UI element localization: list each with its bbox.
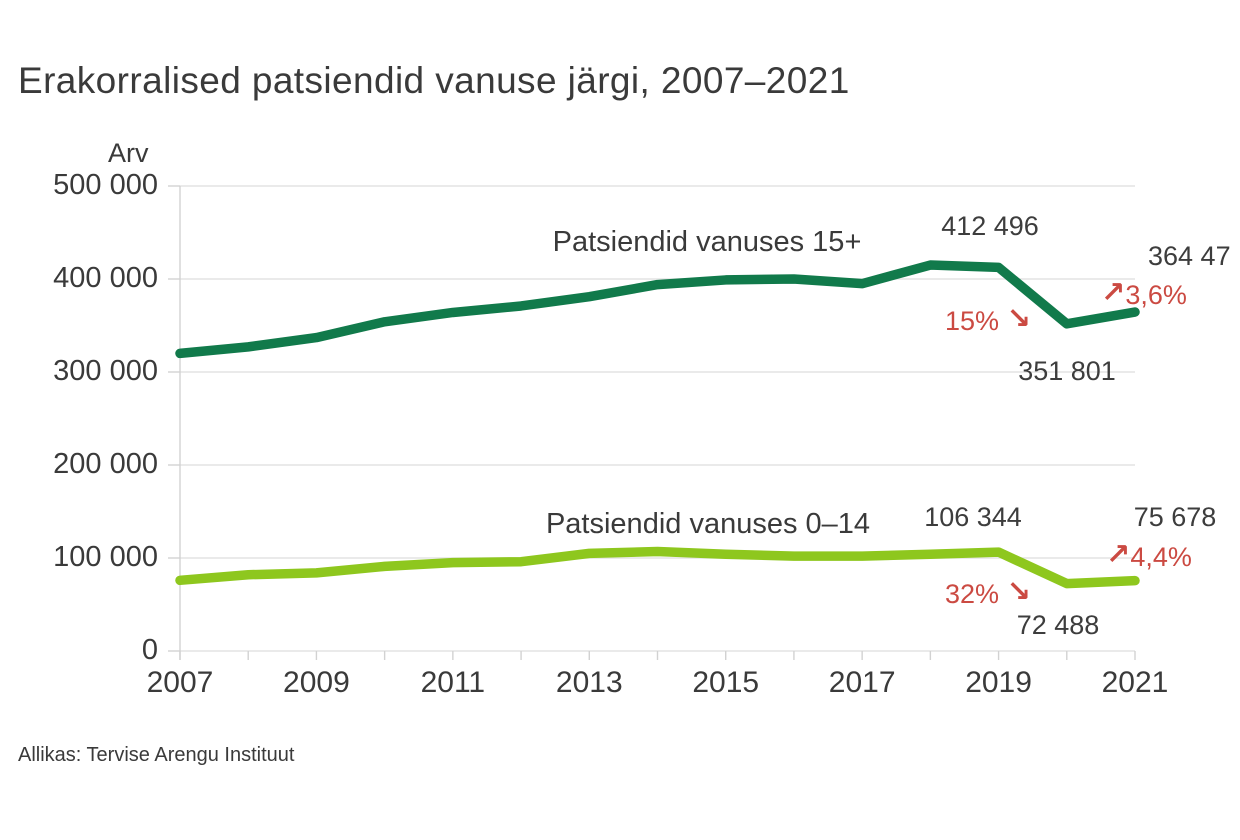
x-axis-tick-label: 2019: [965, 666, 1032, 699]
source-attribution: Allikas: Tervise Arengu Instituut: [18, 744, 295, 766]
value-label-peak-0-14: 106 344: [924, 502, 1022, 532]
y-axis-tick-label: 0: [141, 634, 158, 666]
value-label-2020-0-14: 72 488: [1016, 610, 1100, 640]
value-label-2021-0-14: 75 678: [1133, 502, 1217, 532]
annotation-drop-15plus: 15% ↘: [945, 301, 1031, 337]
value-label-peak-15plus: 412 496: [941, 211, 1039, 241]
x-axis-tick-label: 2007: [146, 666, 214, 699]
arrow-up-icon: ↗: [1106, 537, 1131, 571]
series-label-0-14: Patsiendid vanuses 0–14: [545, 508, 871, 540]
annotation-rise-15plus: ↗3,6%: [1101, 275, 1187, 311]
arrow-down-icon: ↘: [1006, 574, 1031, 608]
value-label-2020-15plus: 351 801: [1018, 356, 1116, 386]
annotation-drop-0-14: 32% ↘: [945, 574, 1031, 610]
x-axis-tick-label: 2009: [283, 666, 350, 699]
x-axis-tick-label: 2013: [555, 666, 623, 699]
y-axis-tick-label: 100 000: [53, 541, 158, 573]
y-axis-tick-label: 200 000: [53, 448, 158, 480]
value-label-2021-15plus: 364 47: [1148, 241, 1231, 271]
y-axis-title: Arv: [108, 138, 149, 168]
y-axis-tick-label: 300 000: [53, 355, 158, 387]
chart-title: Erakorralised patsiendid vanuse järgi, 2…: [18, 60, 850, 101]
series-label-15plus: Patsiendid vanuses 15+: [552, 226, 862, 258]
drop-percent-label: 32%: [945, 579, 1000, 609]
x-axis-tick-label: 2011: [420, 666, 486, 699]
y-axis-tick-label: 500 000: [53, 169, 158, 201]
y-axis-tick-label: 400 000: [53, 262, 158, 294]
x-axis-tick-label: 2015: [692, 666, 760, 699]
rise-percent-label: 4,4%: [1130, 542, 1192, 572]
annotation-rise-0-14: ↗4,4%: [1106, 537, 1192, 573]
rise-percent-label: 3,6%: [1125, 280, 1187, 310]
series-line-0-14: [175, 546, 1140, 589]
arrow-up-icon: ↗: [1101, 275, 1126, 309]
x-axis-tick-label: 2021: [1101, 666, 1169, 699]
series-line-15plus: [175, 260, 1140, 359]
x-axis-tick-label: 2017: [828, 666, 896, 699]
drop-percent-label: 15%: [945, 306, 1000, 336]
arrow-down-icon: ↘: [1006, 301, 1031, 335]
